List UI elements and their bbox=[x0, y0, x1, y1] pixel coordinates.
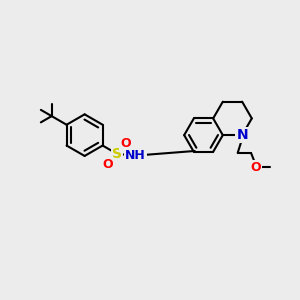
Text: NH: NH bbox=[125, 149, 146, 162]
Text: O: O bbox=[250, 161, 261, 174]
Text: O: O bbox=[103, 158, 113, 171]
Text: O: O bbox=[120, 137, 131, 150]
Text: N: N bbox=[236, 128, 248, 142]
Text: S: S bbox=[112, 147, 122, 161]
